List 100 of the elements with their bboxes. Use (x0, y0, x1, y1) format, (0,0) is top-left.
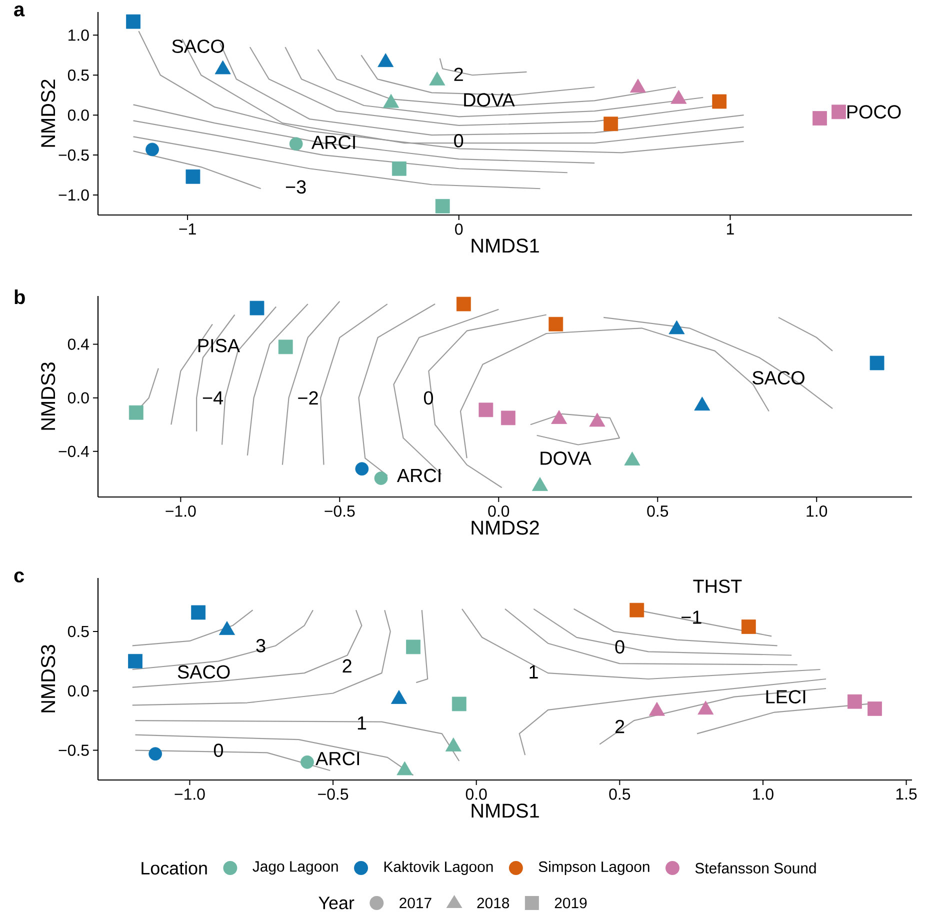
chart-title: c (14, 572, 24, 582)
annotation: SACO (752, 371, 804, 384)
y-tick-label: −0.5 (58, 149, 89, 161)
annotation: 0 (424, 391, 434, 405)
point (478, 402, 494, 418)
annotation: 1 (358, 716, 366, 730)
point (456, 296, 471, 312)
annotation: SACO (172, 40, 224, 53)
point (812, 111, 827, 126)
legend-label: Jago Lagoon (252, 861, 338, 875)
line-series (317, 49, 676, 108)
legend-label: Kaktovik Lagoon (384, 861, 493, 875)
point (870, 356, 884, 370)
line-series (533, 608, 792, 656)
line-series (320, 303, 388, 466)
annotation: SACO (178, 665, 230, 679)
line-series (138, 30, 744, 154)
annotation: PISA (198, 338, 240, 352)
point (250, 300, 264, 316)
annotation: POCO (847, 105, 901, 119)
x-tick-label: −1.0 (174, 788, 205, 800)
line-series (599, 688, 827, 745)
point (630, 602, 644, 618)
point (435, 199, 450, 214)
annotation: 0 (615, 640, 624, 654)
y-axis-title: NMDS2 (41, 80, 56, 147)
point (429, 72, 446, 86)
point (289, 137, 303, 151)
annotation: −4 (202, 391, 224, 404)
annotation: 2 (342, 659, 352, 672)
chart-title: a (14, 6, 25, 16)
annotation: −3 (286, 180, 306, 194)
line-series (461, 608, 821, 680)
annotation: DOVA (540, 452, 592, 465)
x-tick-label: −1.0 (166, 506, 196, 517)
legend-title: Location (142, 861, 207, 875)
point (392, 161, 406, 176)
line-series (132, 610, 391, 706)
x-tick-label: 0.0 (488, 506, 510, 517)
legend-label: Simpson Lagoon (538, 861, 650, 875)
annotation: −1 (682, 610, 702, 624)
x-tick-label: 0.5 (647, 506, 668, 517)
x-tick-label: 1.0 (753, 788, 774, 800)
point (604, 116, 618, 132)
line-series (132, 120, 568, 174)
annotation: 0 (454, 134, 464, 148)
annotation: DOVA (464, 93, 515, 107)
annotation: 1 (530, 665, 538, 678)
point (355, 462, 369, 476)
x-tick-label: −0.5 (318, 788, 348, 800)
x-tick-label: 0 (455, 224, 463, 235)
x-tick-label: −0.5 (324, 506, 355, 517)
line-series (504, 608, 798, 666)
point (670, 90, 687, 104)
text: Year (318, 896, 354, 910)
x-tick-label: 0.0 (466, 788, 487, 800)
y-tick-label: 0.4 (68, 338, 90, 350)
point (146, 142, 159, 156)
point (406, 640, 420, 654)
chart-title: b (14, 290, 25, 304)
legend-label: 2017 (400, 898, 432, 908)
point (214, 60, 231, 74)
line-series (282, 300, 340, 466)
x-tick-label: −1 (179, 224, 196, 234)
x-tick-label: 1 (727, 224, 734, 234)
point (378, 53, 394, 68)
y-tick-label: 0.0 (68, 685, 89, 697)
point (832, 104, 846, 120)
annotation: LECI (766, 690, 806, 704)
point (278, 340, 293, 354)
line-series (603, 316, 834, 410)
line-series (132, 610, 362, 688)
y-axis-title: NMDS3 (41, 645, 56, 712)
annotation: ARCI (311, 136, 355, 150)
point (712, 94, 727, 109)
y-tick-label: 0.5 (68, 69, 89, 81)
point (741, 620, 756, 634)
point (383, 94, 400, 108)
point (128, 654, 142, 668)
point (548, 316, 564, 332)
point (452, 696, 466, 712)
point (630, 78, 646, 93)
point (128, 405, 144, 420)
point (868, 702, 882, 716)
legend-label: 2019 (554, 898, 587, 908)
point (300, 755, 314, 769)
annotation: 2 (454, 68, 463, 81)
point (186, 169, 200, 184)
x-axis-title: NMDS1 (472, 804, 539, 818)
x-tick-label: 1.5 (896, 788, 917, 800)
x-axis-title: NMDS1 (472, 238, 539, 253)
y-tick-label: −0.5 (58, 744, 89, 756)
legend-label: Stefansson Sound (695, 862, 816, 874)
point (847, 694, 862, 709)
annotation: ARCI (316, 752, 359, 766)
x-tick-label: 0.5 (609, 788, 630, 800)
y-tick-label: 0.5 (68, 626, 89, 638)
y-tick-label: −1.0 (58, 189, 89, 201)
point (148, 747, 162, 761)
line-series (284, 46, 704, 118)
